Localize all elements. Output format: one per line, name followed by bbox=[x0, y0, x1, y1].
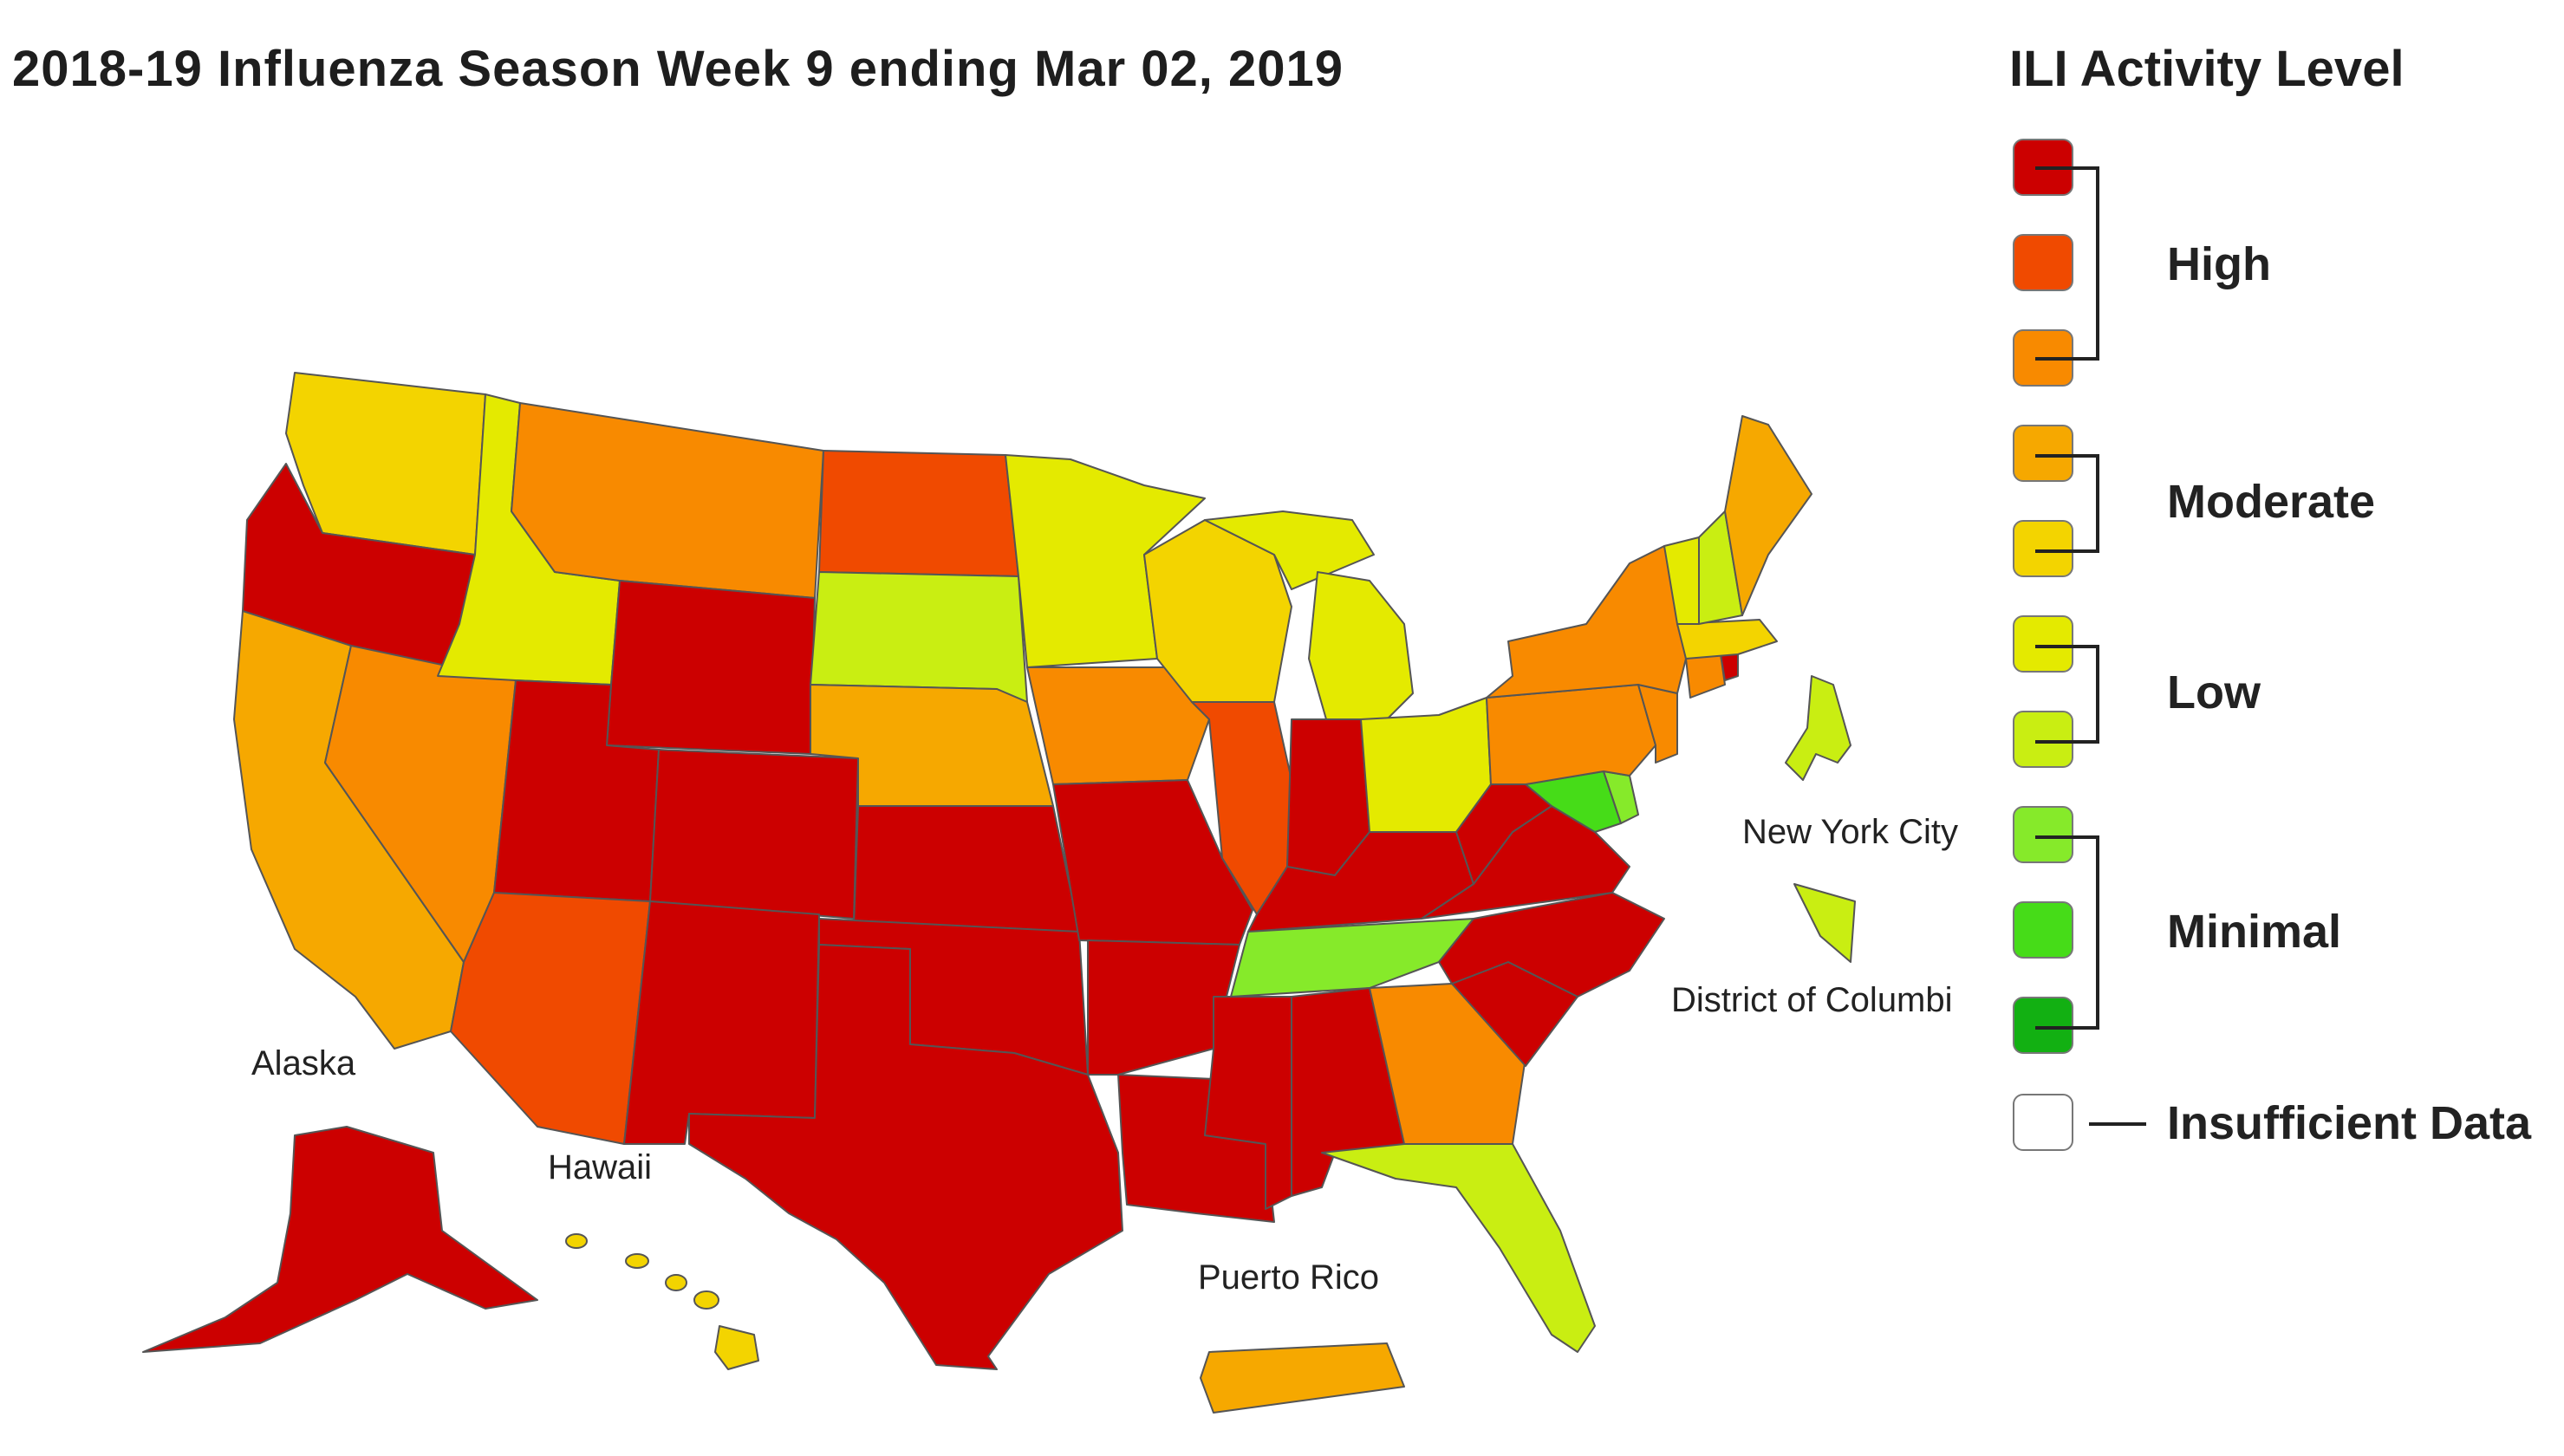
state-NYC[interactable] bbox=[1785, 675, 1851, 781]
legend-swatch-level-5 bbox=[2013, 615, 2073, 673]
state-WY[interactable] bbox=[606, 580, 816, 755]
legend-bracket-moderate bbox=[2096, 454, 2099, 551]
legend-bracket-minimal bbox=[2096, 835, 2099, 1028]
label-new-york-city: New York City bbox=[1742, 813, 1958, 851]
state-AK[interactable] bbox=[142, 1126, 538, 1353]
state-NC[interactable] bbox=[1438, 892, 1665, 998]
legend-bracket-tick bbox=[2035, 835, 2099, 839]
state-FL[interactable] bbox=[1321, 1143, 1596, 1353]
map-title: 2018-19 Influenza Season Week 9 ending M… bbox=[12, 41, 1344, 97]
state-PR[interactable] bbox=[1200, 1342, 1405, 1414]
legend-swatch-level-7 bbox=[2013, 425, 2073, 482]
legend-swatch-level-4 bbox=[2013, 711, 2073, 768]
legend-label-low: Low bbox=[2167, 666, 2261, 718]
state-GA[interactable] bbox=[1369, 983, 1526, 1145]
state-MI[interactable] bbox=[1308, 571, 1414, 729]
legend-bracket-tick bbox=[2035, 1026, 2099, 1030]
legend-label-minimal: Minimal bbox=[2167, 906, 2342, 958]
legend-insufficient-connector bbox=[2089, 1122, 2146, 1126]
state-TX[interactable] bbox=[688, 944, 1123, 1370]
state-HI[interactable] bbox=[565, 1233, 759, 1370]
legend-bracket-tick bbox=[2035, 645, 2099, 648]
state-NM[interactable] bbox=[623, 900, 820, 1145]
label-hawaii: Hawaii bbox=[548, 1148, 653, 1186]
state-MO[interactable] bbox=[1052, 779, 1253, 946]
state-CO[interactable] bbox=[649, 749, 859, 920]
legend-label-moderate: Moderate bbox=[2167, 476, 2376, 528]
label-district-of-columbia: District of Columbi bbox=[1671, 981, 1953, 1019]
legend-bracket-high bbox=[2096, 166, 2099, 359]
legend-swatch-level-6 bbox=[2013, 520, 2073, 577]
legend-bracket-tick bbox=[2035, 454, 2099, 458]
state-PA[interactable] bbox=[1486, 684, 1656, 785]
us-map bbox=[142, 372, 1856, 1414]
label-alaska: Alaska bbox=[251, 1044, 356, 1082]
legend-swatch-level-2 bbox=[2013, 901, 2073, 959]
legend-swatch-level-9 bbox=[2013, 234, 2073, 291]
legend-swatch-level-3 bbox=[2013, 806, 2073, 863]
state-NY[interactable] bbox=[1486, 545, 1687, 699]
state-KS[interactable] bbox=[853, 805, 1080, 933]
state-DC[interactable] bbox=[1793, 883, 1856, 963]
legend-bracket-tick bbox=[2035, 549, 2099, 553]
legend-swatch-insufficient bbox=[2013, 1094, 2073, 1151]
state-SD[interactable] bbox=[810, 571, 1028, 703]
state-ND[interactable] bbox=[818, 450, 1019, 577]
state-IA[interactable] bbox=[1026, 666, 1210, 785]
legend-bracket-tick bbox=[2035, 740, 2099, 744]
legend-label-high: High bbox=[2167, 238, 2271, 290]
legend-bracket-tick bbox=[2035, 357, 2099, 361]
label-puerto-rico: Puerto Rico bbox=[1198, 1258, 1379, 1297]
state-TN[interactable] bbox=[1230, 918, 1474, 998]
state-AZ[interactable] bbox=[450, 892, 651, 1145]
legend-bracket-tick bbox=[2035, 166, 2096, 170]
legend-title: ILI Activity Level bbox=[2009, 41, 2405, 97]
state-ME[interactable] bbox=[1724, 415, 1812, 616]
legend-bracket-low bbox=[2096, 645, 2099, 742]
legend-label-insufficient-data: Insufficient Data bbox=[2167, 1097, 2532, 1149]
state-MT[interactable] bbox=[511, 402, 824, 599]
state-AR[interactable] bbox=[1087, 939, 1240, 1076]
state-CT[interactable] bbox=[1685, 653, 1726, 699]
state-MA[interactable] bbox=[1676, 619, 1778, 660]
state-MI-upper[interactable] bbox=[1204, 510, 1375, 590]
legend-swatch-level-1 bbox=[2013, 997, 2073, 1054]
